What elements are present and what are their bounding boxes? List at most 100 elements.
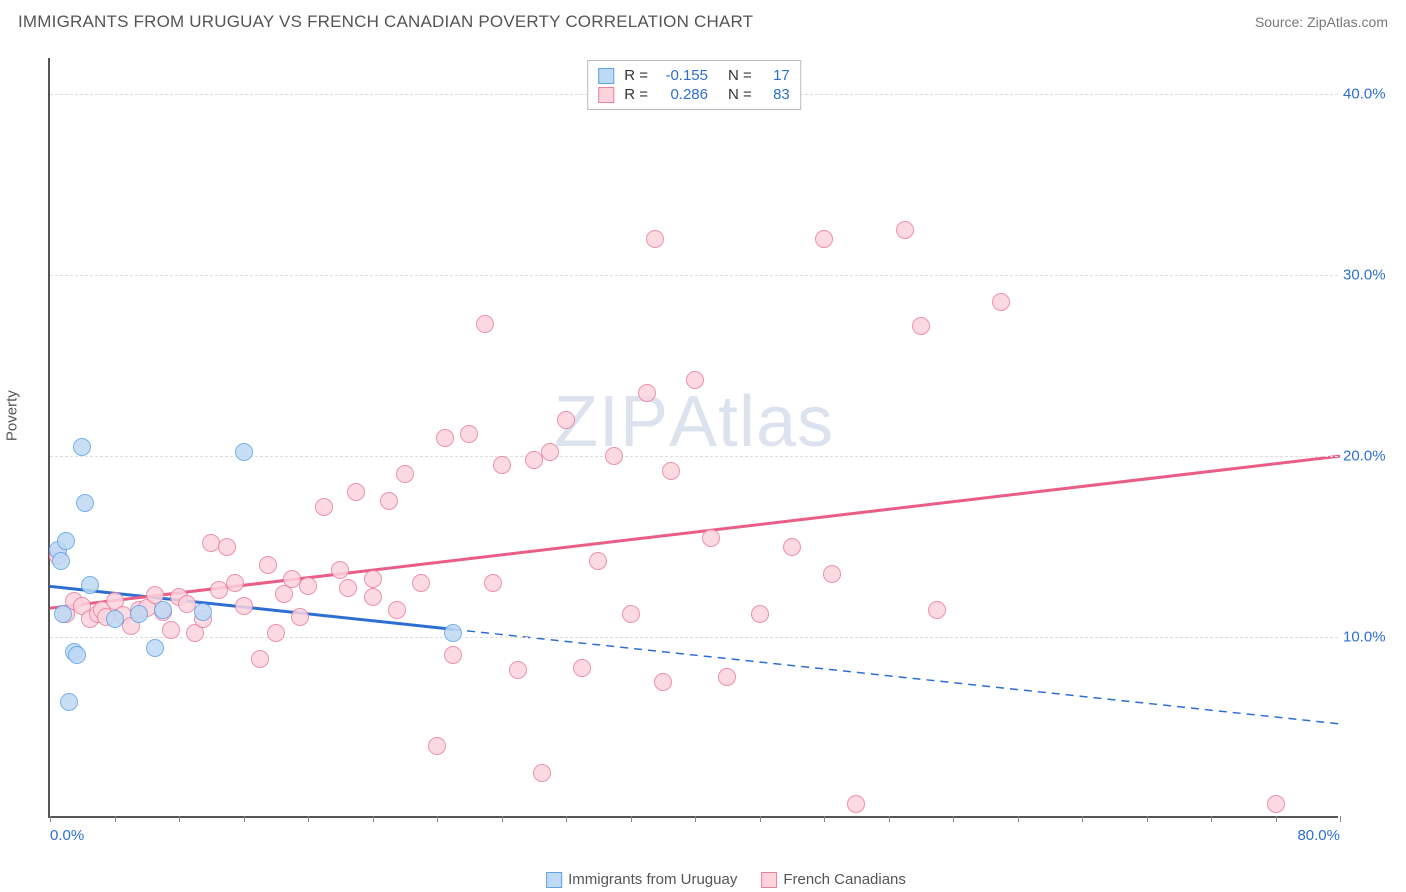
x-tick-mark	[50, 816, 51, 822]
data-point	[60, 693, 78, 711]
x-tick-mark	[437, 816, 438, 822]
n-value: 17	[762, 67, 790, 84]
data-point	[347, 483, 365, 501]
series-swatch	[598, 68, 614, 84]
legend-swatch	[546, 872, 562, 888]
data-point	[235, 597, 253, 615]
data-point	[146, 639, 164, 657]
x-tick-mark	[1147, 816, 1148, 822]
data-point	[992, 293, 1010, 311]
series-swatch	[598, 87, 614, 103]
data-point	[388, 601, 406, 619]
r-value: 0.286	[658, 86, 708, 103]
data-point	[396, 465, 414, 483]
data-point	[605, 447, 623, 465]
data-point	[702, 529, 720, 547]
x-tick-mark	[953, 816, 954, 822]
data-point	[267, 624, 285, 642]
data-point	[73, 438, 91, 456]
regression-lines	[50, 58, 1340, 818]
data-point	[339, 579, 357, 597]
data-point	[896, 221, 914, 239]
data-point	[76, 494, 94, 512]
data-point	[364, 588, 382, 606]
y-tick-label: 10.0%	[1343, 629, 1398, 646]
regression-dashed	[453, 629, 1340, 724]
x-tick-mark	[308, 816, 309, 822]
data-point	[251, 650, 269, 668]
x-tick-mark	[179, 816, 180, 822]
y-tick-label: 30.0%	[1343, 267, 1398, 284]
watermark: ZIPAtlas	[554, 381, 834, 463]
data-point	[686, 371, 704, 389]
data-point	[444, 624, 462, 642]
chart-title: IMMIGRANTS FROM URUGUAY VS FRENCH CANADI…	[18, 12, 753, 32]
data-point	[235, 443, 253, 461]
legend-swatch	[761, 872, 777, 888]
data-point	[1267, 795, 1285, 813]
data-point	[194, 603, 212, 621]
data-point	[823, 565, 841, 583]
data-point	[589, 552, 607, 570]
r-label: R =	[624, 67, 648, 84]
x-tick-mark	[1018, 816, 1019, 822]
chart-header: IMMIGRANTS FROM URUGUAY VS FRENCH CANADI…	[0, 0, 1406, 40]
y-tick-label: 20.0%	[1343, 448, 1398, 465]
legend-label: Immigrants from Uruguay	[568, 871, 737, 888]
data-point	[847, 795, 865, 813]
x-tick-mark	[889, 816, 890, 822]
data-point	[444, 646, 462, 664]
r-value: -0.155	[658, 67, 708, 84]
x-tick-mark	[1340, 816, 1341, 822]
y-tick-label: 40.0%	[1343, 86, 1398, 103]
data-point	[202, 534, 220, 552]
x-tick-mark	[244, 816, 245, 822]
data-point	[57, 532, 75, 550]
gridline	[50, 275, 1338, 276]
data-point	[662, 462, 680, 480]
r-label: R =	[624, 86, 648, 103]
data-point	[751, 605, 769, 623]
x-tick-mark	[631, 816, 632, 822]
data-point	[557, 411, 575, 429]
data-point	[912, 317, 930, 335]
chart-container: Poverty ZIPAtlas R =-0.155N =17R =0.286N…	[48, 58, 1404, 858]
plot-area: ZIPAtlas R =-0.155N =17R =0.286N =83 10.…	[48, 58, 1338, 818]
data-point	[54, 605, 72, 623]
data-point	[218, 538, 236, 556]
legend-item: French Canadians	[761, 871, 906, 888]
legend-label: French Canadians	[783, 871, 906, 888]
x-tick-mark	[373, 816, 374, 822]
data-point	[928, 601, 946, 619]
data-point	[533, 764, 551, 782]
data-point	[106, 610, 124, 628]
data-point	[68, 646, 86, 664]
data-point	[493, 456, 511, 474]
legend-item: Immigrants from Uruguay	[546, 871, 737, 888]
data-point	[162, 621, 180, 639]
data-point	[638, 384, 656, 402]
x-tick-mark	[1082, 816, 1083, 822]
data-point	[428, 737, 446, 755]
source-label: Source: ZipAtlas.com	[1255, 14, 1388, 30]
data-point	[52, 552, 70, 570]
y-axis-title: Poverty	[4, 390, 21, 441]
data-point	[476, 315, 494, 333]
data-point	[130, 605, 148, 623]
x-tick-mark	[1211, 816, 1212, 822]
gridline	[50, 637, 1338, 638]
data-point	[654, 673, 672, 691]
data-point	[331, 561, 349, 579]
n-label: N =	[728, 67, 752, 84]
data-point	[573, 659, 591, 677]
data-point	[541, 443, 559, 461]
x-tick-mark	[502, 816, 503, 822]
data-point	[81, 576, 99, 594]
data-point	[154, 601, 172, 619]
data-point	[259, 556, 277, 574]
n-label: N =	[728, 86, 752, 103]
x-tick-label: 0.0%	[50, 827, 84, 844]
data-point	[622, 605, 640, 623]
data-point	[226, 574, 244, 592]
data-point	[815, 230, 833, 248]
